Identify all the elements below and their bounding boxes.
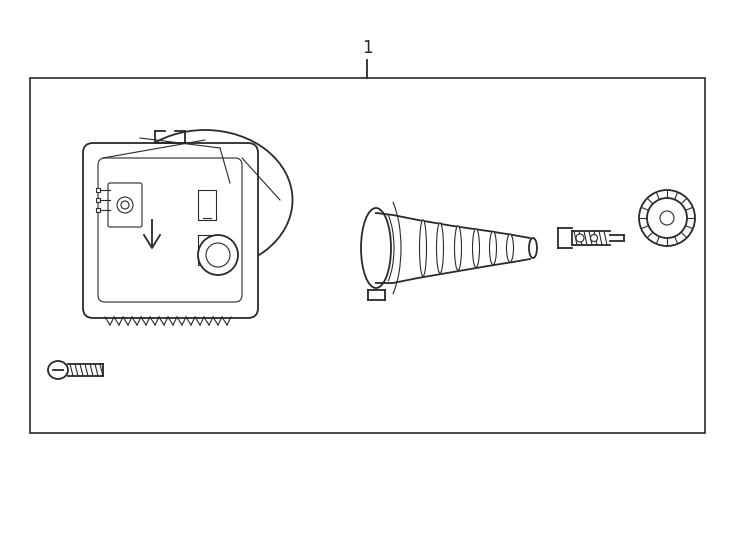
Bar [96, 208, 100, 212]
FancyBboxPatch shape [98, 158, 242, 302]
Ellipse shape [473, 228, 479, 267]
Circle shape [121, 201, 129, 209]
Circle shape [206, 243, 230, 267]
FancyBboxPatch shape [108, 183, 142, 227]
Ellipse shape [490, 231, 496, 265]
Bar [30, 78, 705, 433]
Ellipse shape [48, 361, 68, 379]
Circle shape [647, 198, 687, 238]
FancyBboxPatch shape [83, 143, 258, 318]
Ellipse shape [420, 220, 426, 276]
Circle shape [576, 234, 584, 242]
Circle shape [590, 234, 597, 241]
Ellipse shape [361, 208, 391, 288]
Ellipse shape [117, 130, 293, 270]
Text: 1: 1 [362, 39, 372, 57]
Bar [96, 188, 100, 192]
Circle shape [639, 190, 695, 246]
Ellipse shape [529, 238, 537, 258]
Circle shape [117, 197, 133, 213]
Bar [96, 198, 100, 202]
Circle shape [198, 235, 238, 275]
Ellipse shape [437, 223, 443, 273]
Circle shape [660, 211, 674, 225]
Ellipse shape [506, 234, 514, 262]
Ellipse shape [454, 226, 462, 270]
